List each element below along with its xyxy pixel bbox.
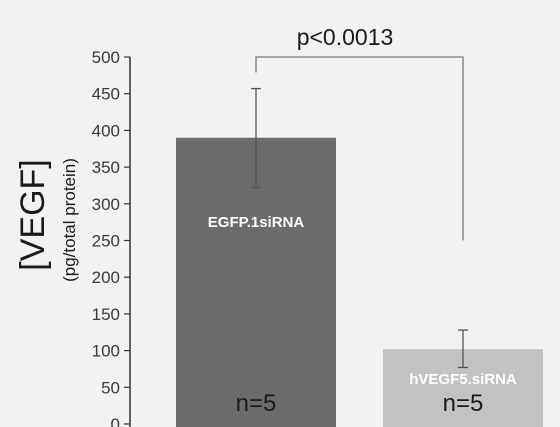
significance-label: p<0.0013 bbox=[297, 24, 394, 50]
y-tick-label: 200 bbox=[92, 268, 120, 287]
bars: EGFP.1siRNA n=5 hVEGF5.siRNA n=5 bbox=[176, 87, 543, 427]
bar-group: hVEGF5.siRNA n=5 bbox=[383, 329, 543, 427]
bar-label: hVEGF5.siRNA bbox=[409, 371, 517, 388]
y-tick-label: 350 bbox=[92, 158, 120, 177]
y-tick-label: 50 bbox=[101, 378, 120, 397]
y-tick-label: 500 bbox=[92, 48, 120, 67]
significance-bracket bbox=[255, 56, 464, 241]
y-axis: 0 50 100 150 200 250 300 350 400 450 500 bbox=[92, 48, 131, 427]
y-tick-label: 100 bbox=[92, 342, 120, 361]
y-tick-label: 150 bbox=[92, 305, 120, 324]
y-tick-label: 450 bbox=[92, 85, 120, 104]
y-axis-unit: (pg/total protein) bbox=[60, 158, 79, 282]
significance-bracket-line bbox=[255, 56, 464, 241]
y-tick-label: 250 bbox=[92, 232, 120, 251]
bar-group: EGFP.1siRNA n=5 bbox=[176, 87, 336, 427]
y-tick-label: 0 bbox=[111, 415, 120, 427]
bar-label: EGFP.1siRNA bbox=[208, 214, 305, 231]
n-label: n=5 bbox=[443, 390, 484, 417]
y-axis-title-group: [VEGF] (pg/total protein) bbox=[14, 158, 79, 282]
y-axis-title: [VEGF] bbox=[14, 159, 52, 270]
n-label: n=5 bbox=[236, 390, 277, 417]
y-tick-label: 400 bbox=[92, 121, 120, 140]
y-tick-label: 300 bbox=[92, 195, 120, 214]
